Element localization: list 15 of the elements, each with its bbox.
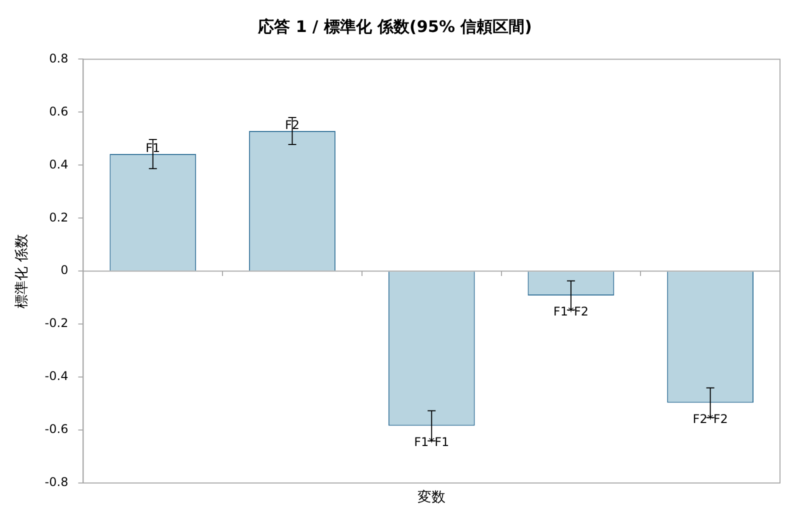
y-tick-label: 0 xyxy=(60,263,68,278)
y-tick-label: 0.6 xyxy=(49,104,68,118)
y-tick-label: 0.4 xyxy=(49,157,68,172)
y-tick-label: -0.4 xyxy=(44,369,68,384)
y-tick-label: -0.8 xyxy=(44,475,68,490)
y-axis-title: 標準化 係数 xyxy=(14,234,30,308)
y-tick-label: -0.6 xyxy=(44,422,68,436)
x-tick-label: F1*F1 xyxy=(414,434,450,449)
chart-title: 応答 1 / 標準化 係数(95% 信頼区間) xyxy=(257,16,532,36)
x-axis-title: 変数 xyxy=(418,490,446,506)
x-tick-label: F1*F2 xyxy=(553,304,589,319)
y-tick-label: 0.2 xyxy=(49,210,68,224)
y-tick-label: 0.8 xyxy=(49,51,68,66)
x-tick-label: F2*F2 xyxy=(692,412,728,426)
y-tick-label: -0.2 xyxy=(44,316,68,330)
